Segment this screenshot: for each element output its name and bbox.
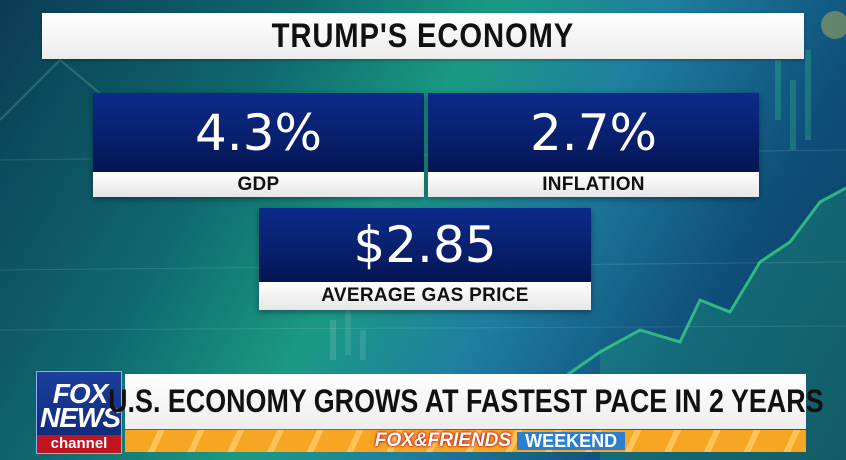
stat-value: $2.85: [259, 208, 591, 282]
stat-card-inflation: 2.7% INFLATION: [428, 93, 759, 197]
headline-banner: TRUMP'S ECONOMY: [42, 13, 804, 59]
stat-value: 2.7%: [428, 93, 759, 172]
show-subtitle: WEEKEND: [517, 432, 626, 450]
ticker-text: U.S. ECONOMY GROWS AT FASTEST PACE IN 2 …: [107, 383, 824, 419]
fox-news-logo: FOX NEWS channel: [36, 371, 122, 454]
show-branding: FOX&FRIENDS WEEKEND: [315, 430, 685, 451]
stat-label: AVERAGE GAS PRICE: [259, 282, 591, 310]
logo-fox-text: FOX: [52, 378, 109, 409]
stat-card-gdp: 4.3% GDP: [93, 93, 424, 197]
stat-label: GDP: [93, 172, 424, 197]
stat-label: INFLATION: [428, 172, 759, 197]
show-name: FOX&FRIENDS: [374, 430, 512, 451]
headline-ticker: U.S. ECONOMY GROWS AT FASTEST PACE IN 2 …: [108, 374, 823, 429]
logo-news-text: NEWS: [40, 402, 121, 433]
show-branding-bar: FOX&FRIENDS WEEKEND: [125, 430, 806, 452]
stat-value: 4.3%: [93, 93, 424, 172]
stat-card-gas-price: $2.85 AVERAGE GAS PRICE: [259, 208, 591, 310]
logo-channel-text: channel: [37, 435, 121, 453]
headline-title: TRUMP'S ECONOMY: [271, 16, 575, 55]
